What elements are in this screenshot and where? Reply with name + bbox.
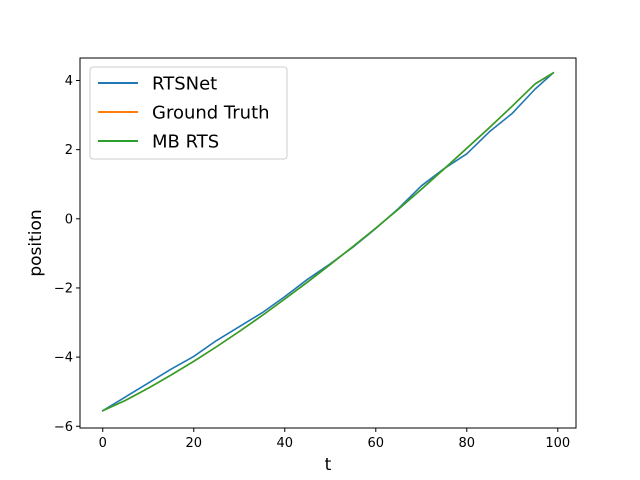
y-tick-label: 2 [65, 143, 73, 158]
y-tick-label: −2 [54, 281, 73, 296]
x-axis: 0 20 40 60 80 100 [99, 428, 570, 451]
y-tick-label: 4 [65, 74, 73, 89]
legend-box [89, 66, 288, 160]
y-tick-label: −4 [54, 351, 73, 366]
y-axis-label: position [26, 209, 46, 276]
y-tick-label: −6 [54, 420, 73, 435]
series-layer [101, 71, 555, 412]
x-tick-label: 80 [459, 436, 476, 451]
x-tick-label: 0 [99, 436, 107, 451]
legend: RTSNet Ground Truth MB RTS [89, 66, 288, 160]
x-tick-label: 20 [185, 436, 202, 451]
y-tick-label: 0 [65, 212, 73, 227]
x-tick-label: 100 [545, 436, 570, 451]
series-line-mb-rts [101, 71, 555, 412]
legend-label-rtsnet: RTSNet [152, 74, 217, 95]
x-axis-label: t [325, 455, 332, 475]
plot-frame [79, 57, 577, 429]
x-tick-label: 40 [276, 436, 293, 451]
legend-label-mb-rts: MB RTS [152, 132, 219, 153]
legend-label-ground-truth: Ground Truth [152, 103, 270, 124]
y-axis: −6 −4 −2 0 2 4 [54, 74, 80, 435]
x-tick-label: 60 [368, 436, 385, 451]
